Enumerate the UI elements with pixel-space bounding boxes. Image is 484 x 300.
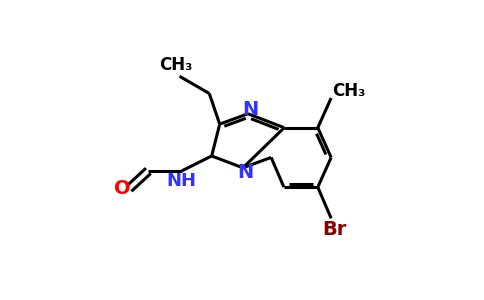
Text: Br: Br	[322, 220, 347, 239]
Text: CH₃: CH₃	[332, 82, 365, 100]
Text: NH: NH	[166, 172, 197, 190]
Text: N: N	[237, 163, 254, 182]
Text: CH₃: CH₃	[159, 56, 193, 74]
Text: N: N	[242, 100, 258, 119]
Text: O: O	[114, 178, 131, 197]
